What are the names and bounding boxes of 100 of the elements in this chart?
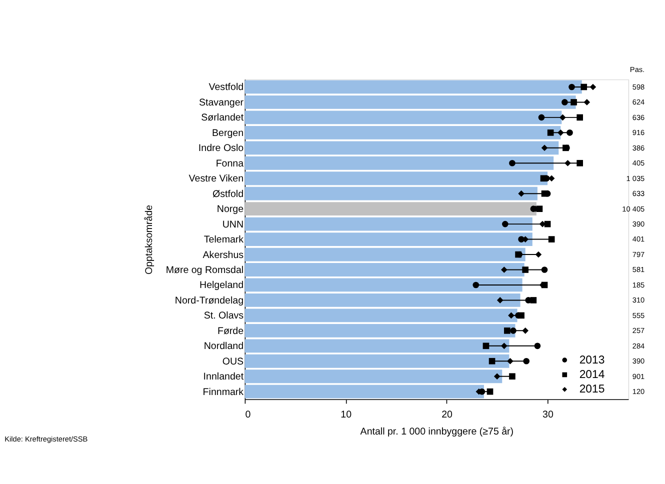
point — [535, 251, 542, 258]
y-tick-label: St. Olavs — [204, 310, 244, 322]
point — [562, 99, 568, 106]
point — [530, 297, 537, 304]
text: 185 — [632, 280, 645, 290]
bar — [244, 384, 484, 398]
y-tick-label: Akershus — [202, 250, 244, 261]
x-tick-label: 30 — [542, 410, 554, 421]
point — [541, 190, 548, 197]
text: 310 — [632, 296, 645, 305]
text: 797 — [632, 250, 645, 259]
point — [576, 160, 583, 166]
point — [522, 266, 529, 273]
point — [541, 144, 548, 152]
y-tick-label: Østfold — [212, 188, 244, 200]
point — [523, 358, 530, 364]
point — [508, 312, 514, 319]
point — [482, 342, 490, 350]
bar — [244, 186, 538, 200]
y-tick-label: Vestre Viken — [188, 174, 244, 185]
point — [500, 342, 508, 350]
text: 390 — [632, 220, 645, 229]
y-tick-label: Finnmark — [202, 386, 244, 398]
point — [560, 114, 566, 121]
legend-label: 2014 — [579, 369, 606, 381]
point — [540, 175, 547, 182]
text: 401 — [632, 234, 645, 244]
point — [541, 266, 548, 273]
y-axis-title: Opptaksområde — [144, 204, 155, 274]
point — [504, 328, 510, 334]
point — [518, 190, 524, 197]
text: 405 — [632, 158, 645, 168]
point — [507, 358, 514, 364]
y-tick-label: Norge — [216, 204, 244, 216]
point — [518, 312, 524, 319]
x-tick-label: 10 — [340, 410, 352, 421]
point — [496, 297, 504, 304]
text: 901 — [632, 372, 645, 381]
point — [472, 282, 480, 288]
point — [570, 99, 577, 106]
point — [509, 160, 516, 166]
y-tick-label: Innlandet — [203, 372, 244, 383]
point — [576, 114, 583, 121]
text: 633 — [632, 189, 645, 198]
point — [500, 266, 508, 273]
text: 386 — [632, 143, 645, 152]
text: Kilde: Kreftregisteret/SSB — [4, 434, 88, 444]
y-tick-label: Stavanger — [198, 97, 244, 108]
y-tick-label: Bergen — [212, 128, 244, 139]
point — [568, 84, 575, 90]
point — [547, 130, 554, 136]
y-tick-label: Fonna — [216, 158, 244, 170]
x-tick-label: 20 — [442, 410, 454, 421]
point — [584, 99, 590, 106]
text: 636 — [632, 112, 645, 122]
bar — [244, 80, 582, 94]
y-tick-label: UNN — [222, 219, 244, 230]
point — [494, 373, 500, 380]
text: 581 — [632, 265, 645, 274]
x-tick-label: 0 — [245, 410, 252, 421]
point — [564, 160, 571, 166]
bar — [244, 248, 526, 262]
text: 555 — [632, 310, 645, 320]
y-tick-label: Møre og Romsdal — [166, 265, 244, 276]
y-tick-label: Nord-Trøndelag — [174, 295, 244, 306]
text: 916 — [632, 128, 645, 138]
text: 624 — [632, 98, 645, 107]
point — [534, 342, 541, 350]
point — [558, 130, 564, 136]
point — [510, 328, 516, 334]
y-tick-label: Sørlandet — [201, 112, 244, 124]
point — [488, 358, 496, 364]
y-tick-label: Indre Oslo — [198, 143, 244, 154]
text: 284 — [632, 341, 645, 350]
point — [522, 328, 529, 334]
y-tick-label: Nordland — [204, 341, 244, 352]
y-tick-label: Telemark — [204, 234, 244, 246]
annotation: 1 035 — [626, 174, 645, 183]
point — [486, 388, 494, 395]
text: 390 — [632, 356, 645, 366]
text: 120 — [632, 387, 645, 396]
y-tick-label: Helgeland — [200, 280, 244, 292]
point — [590, 84, 596, 90]
point — [509, 373, 516, 380]
y-tick-label: Vestfold — [208, 82, 244, 94]
text: 257 — [632, 326, 645, 336]
text: 598 — [632, 82, 645, 92]
point — [580, 84, 588, 90]
legend-label: 2015 — [579, 384, 605, 396]
annotation: 10 405 — [622, 204, 645, 214]
point — [566, 130, 573, 136]
bar — [244, 263, 524, 276]
text: Pas. — [630, 65, 645, 74]
bar — [244, 278, 522, 292]
point — [538, 114, 545, 121]
y-tick-label: OUS — [222, 356, 244, 368]
point — [548, 236, 555, 242]
point — [502, 220, 508, 228]
bar — [244, 202, 536, 216]
y-tick-label: Førde — [217, 326, 244, 337]
